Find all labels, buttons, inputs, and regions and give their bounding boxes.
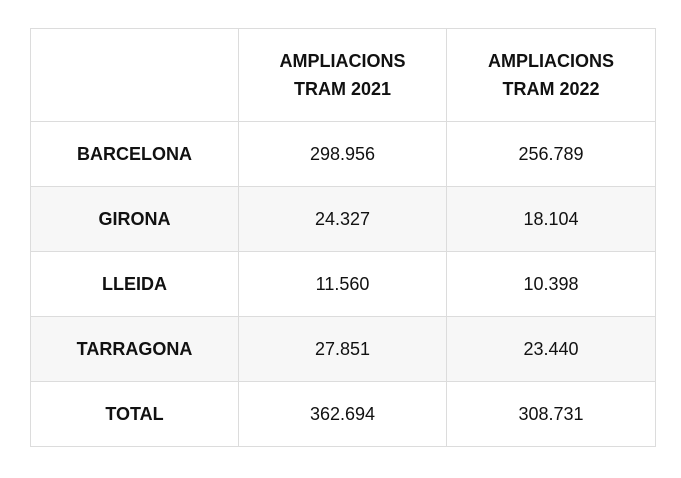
table-header: AMPLIACIONS TRAM 2021 AMPLIACIONS TRAM 2… [30,28,656,122]
table-body: BARCELONA 298.956 256.789 GIRONA 24.327 … [30,121,656,447]
row-label: BARCELONA [30,121,239,187]
header-2022-line-2: TRAM 2022 [502,79,600,99]
cell-2021: 11.560 [238,251,447,317]
cell-2022-total: 308.731 [446,381,656,447]
header-2022-line-1: AMPLIACIONS [488,51,614,71]
cell-2021: 298.956 [238,121,447,187]
cell-2022: 18.104 [446,186,656,252]
header-2021-line-2: TRAM 2021 [293,79,392,99]
table-row: GIRONA 24.327 18.104 [30,186,656,252]
cell-2021-total: 362.694 [238,381,447,447]
row-label: LLEIDA [30,251,239,317]
data-table: AMPLIACIONS TRAM 2021 AMPLIACIONS TRAM 2… [30,28,656,447]
header-row: AMPLIACIONS TRAM 2021 AMPLIACIONS TRAM 2… [30,28,656,122]
header-cell-2022: AMPLIACIONS TRAM 2022 [446,28,656,122]
header-cell-empty [30,28,239,122]
row-label-total: TOTAL [30,381,239,447]
row-label: TARRAGONA [30,316,239,382]
table-row: TARRAGONA 27.851 23.440 [30,316,656,382]
table-row: BARCELONA 298.956 256.789 [30,121,656,187]
cell-2022: 23.440 [446,316,656,382]
cell-2021: 24.327 [238,186,447,252]
table-row-total: TOTAL 362.694 308.731 [30,381,656,447]
data-table-container: AMPLIACIONS TRAM 2021 AMPLIACIONS TRAM 2… [30,28,656,447]
header-cell-2021: AMPLIACIONS TRAM 2021 [238,28,447,122]
table-row: LLEIDA 11.560 10.398 [30,251,656,317]
row-label: GIRONA [30,186,239,252]
header-2021-line-1: AMPLIACIONS [279,51,406,71]
cell-2021: 27.851 [238,316,447,382]
cell-2022: 10.398 [446,251,656,317]
cell-2022: 256.789 [446,121,656,187]
